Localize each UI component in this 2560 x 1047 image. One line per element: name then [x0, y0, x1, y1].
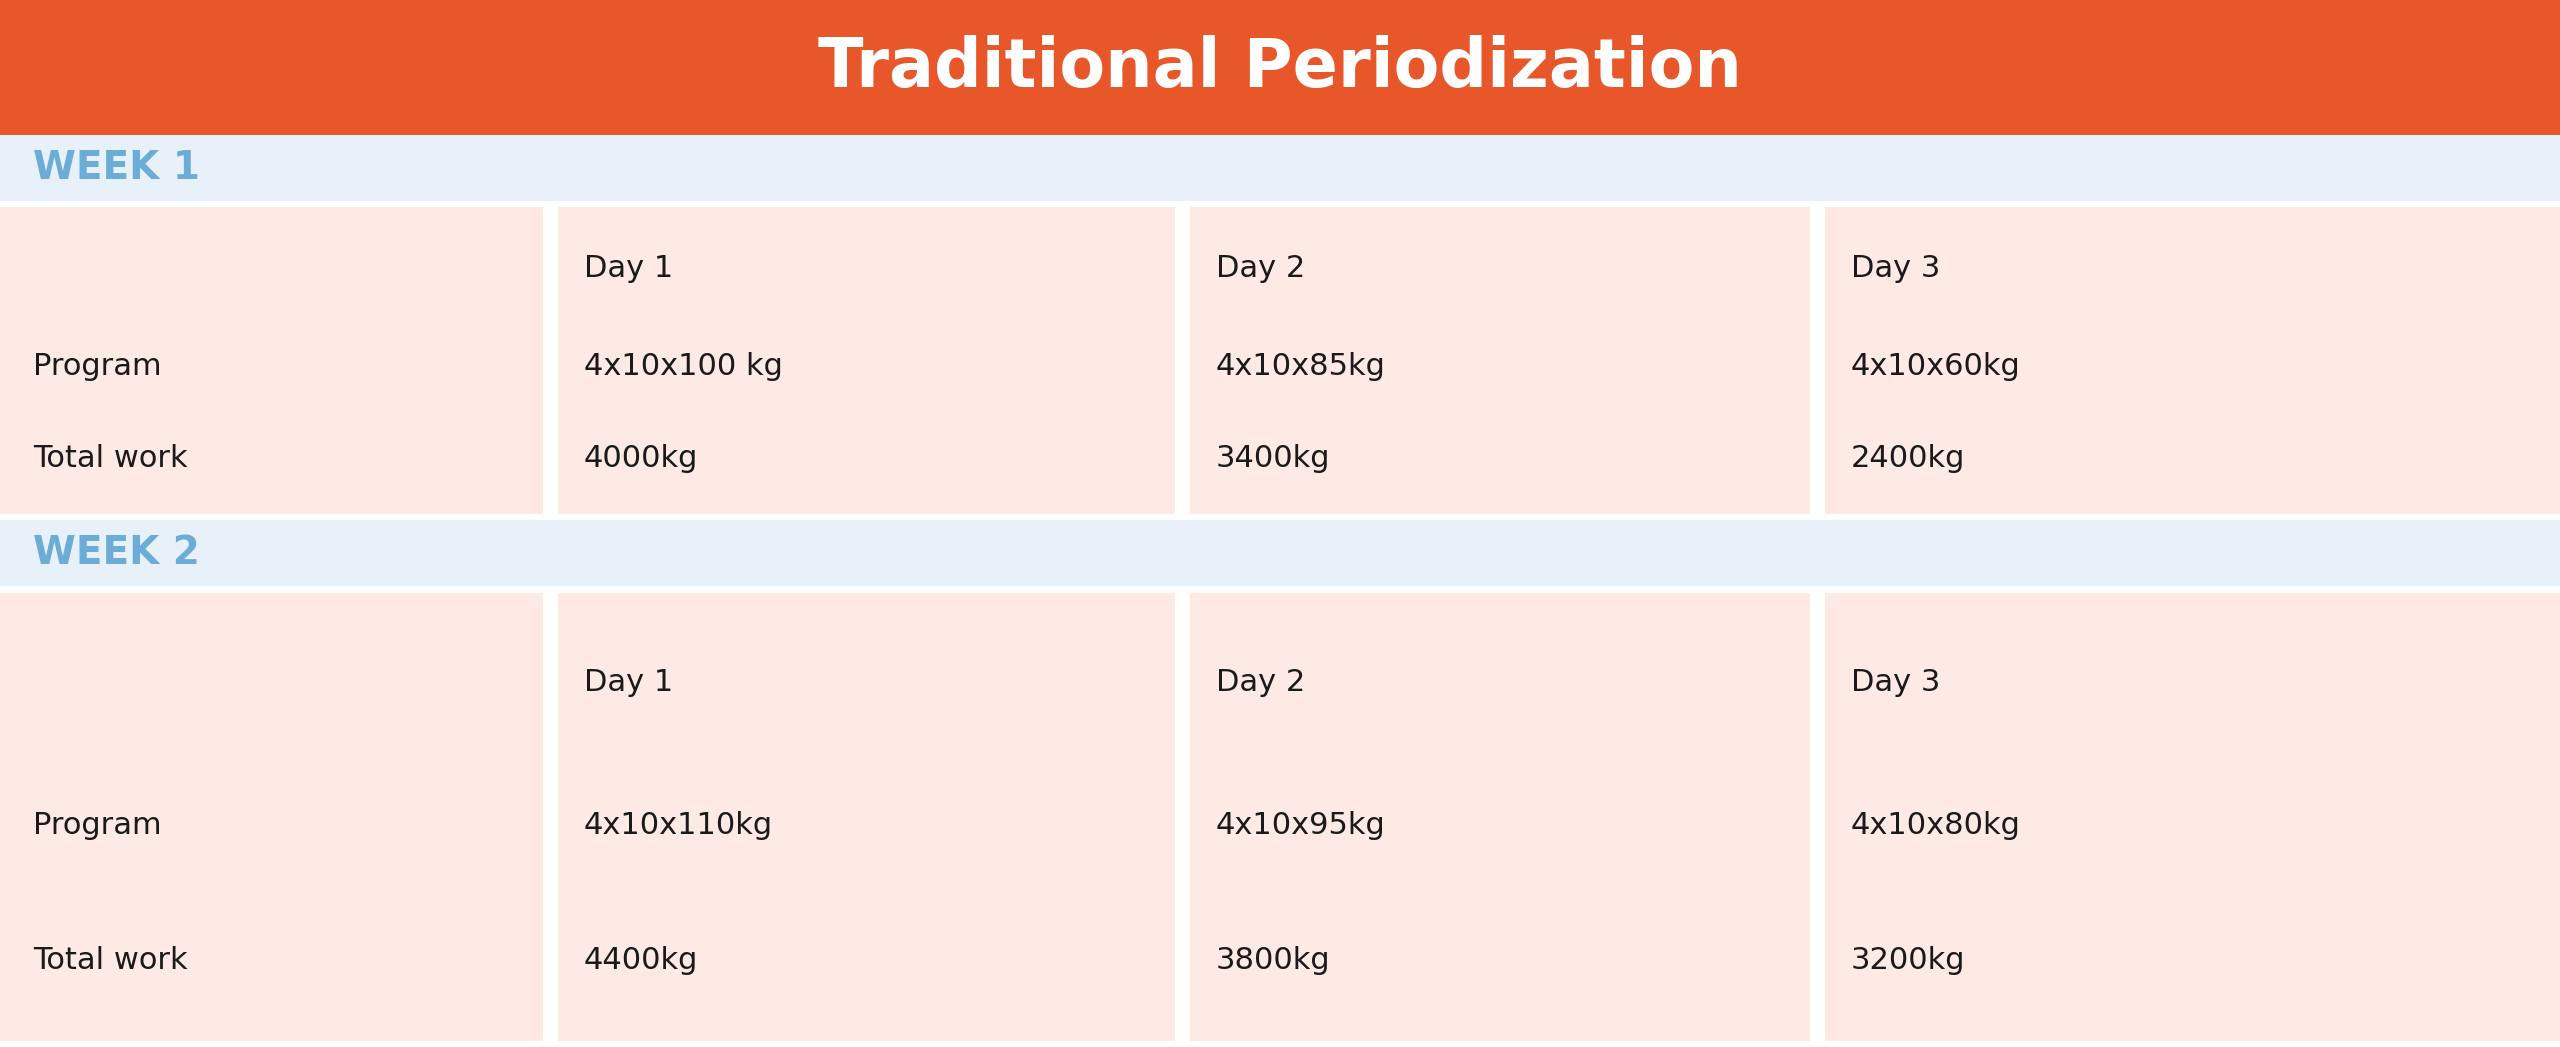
Text: 3800kg: 3800kg [1216, 945, 1331, 975]
Text: 2400kg: 2400kg [1851, 444, 1966, 473]
Text: Day 3: Day 3 [1851, 668, 1940, 696]
Text: Day 1: Day 1 [584, 668, 673, 696]
Text: Program: Program [33, 811, 161, 840]
Text: Traditional Periodization: Traditional Periodization [819, 35, 1741, 101]
Text: Program: Program [33, 353, 161, 381]
Bar [0, 207, 550, 520]
Text: Day 2: Day 2 [1216, 254, 1306, 283]
Text: 4x10x100 kg: 4x10x100 kg [584, 353, 783, 381]
Bar [0, 201, 2560, 207]
Bar [0, 0, 2560, 135]
Bar [1818, 207, 2560, 520]
Text: WEEK 1: WEEK 1 [33, 149, 200, 187]
Text: 4x10x60kg: 4x10x60kg [1851, 353, 2020, 381]
Bar [1175, 593, 1190, 1047]
Text: Day 3: Day 3 [1851, 254, 1940, 283]
Bar [0, 514, 2560, 520]
Text: 4400kg: 4400kg [584, 945, 699, 975]
Text: Day 2: Day 2 [1216, 668, 1306, 696]
Text: 4x10x95kg: 4x10x95kg [1216, 811, 1385, 840]
Bar [543, 593, 558, 1047]
Bar [1183, 207, 1818, 520]
Bar [1175, 207, 1190, 520]
Text: Total work: Total work [33, 945, 187, 975]
Text: 4000kg: 4000kg [584, 444, 699, 473]
Bar [1810, 207, 1825, 520]
Bar [550, 207, 1183, 520]
Bar [550, 593, 1183, 1047]
Bar [1183, 593, 1818, 1047]
Text: Total work: Total work [33, 444, 187, 473]
Text: Day 1: Day 1 [584, 254, 673, 283]
Bar [1818, 593, 2560, 1047]
Text: 3200kg: 3200kg [1851, 945, 1966, 975]
Bar [0, 1041, 2560, 1047]
Text: 3400kg: 3400kg [1216, 444, 1331, 473]
Text: 4x10x110kg: 4x10x110kg [584, 811, 773, 840]
Text: 4x10x85kg: 4x10x85kg [1216, 353, 1385, 381]
Bar [0, 520, 2560, 586]
Bar [543, 207, 558, 520]
Bar [0, 586, 2560, 593]
Bar [1810, 593, 1825, 1047]
Text: 4x10x80kg: 4x10x80kg [1851, 811, 2020, 840]
Bar [0, 593, 550, 1047]
Bar [0, 135, 2560, 201]
Text: WEEK 2: WEEK 2 [33, 534, 200, 573]
